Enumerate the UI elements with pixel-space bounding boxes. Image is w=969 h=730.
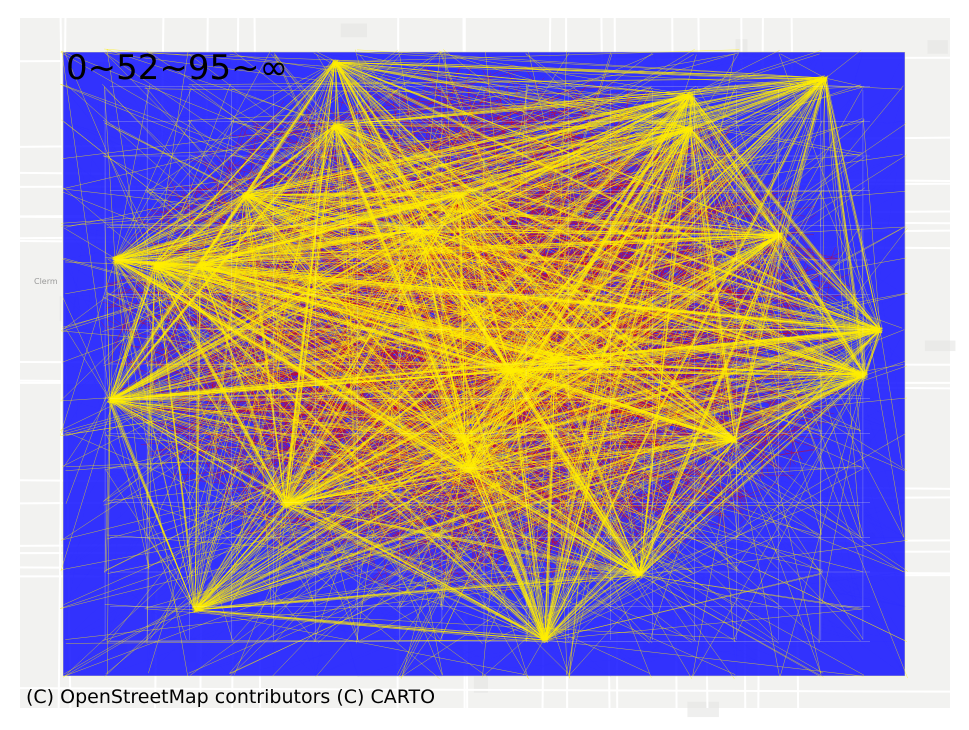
map-attribution: (C) OpenStreetMap contributors (C) CARTO [26,686,436,708]
scale-legend-label: 0~52~95~∞ [66,48,288,88]
flow-lines-high [59,48,908,680]
basemap-place-label: Clerm [34,277,58,286]
grid-cells [62,51,906,677]
